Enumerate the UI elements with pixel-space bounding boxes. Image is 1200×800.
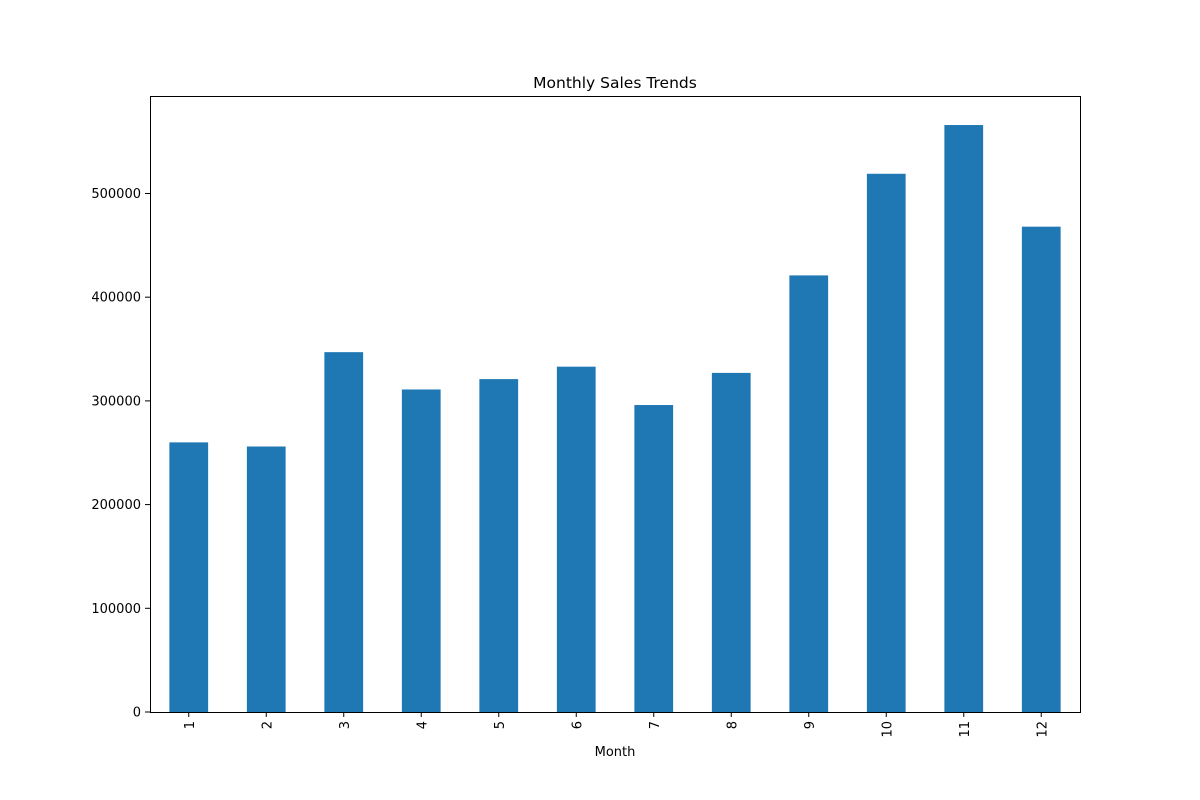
bar-month-8 [711, 372, 751, 712]
x-tick-label: 8 [725, 721, 740, 729]
bar-month-3 [324, 352, 364, 712]
x-tick-label: 1 [183, 721, 198, 729]
x-tick-label: 7 [648, 721, 663, 729]
x-tick-label: 6 [570, 721, 585, 729]
y-tick-label: 0 [133, 706, 141, 721]
bar-month-11 [944, 125, 984, 712]
bar-month-12 [1021, 226, 1061, 712]
x-tick-label: 3 [338, 721, 353, 729]
bar-month-2 [246, 446, 286, 712]
plot-frame [150, 96, 1081, 713]
x-tick-label: 12 [1035, 721, 1050, 738]
y-tick-label: 500000 [91, 187, 141, 202]
x-axis: 1 2 3 4 5 6 7 8 9 10 11 12 [183, 712, 1050, 738]
bar-month-9 [789, 275, 829, 712]
x-tick-label: 2 [260, 721, 275, 729]
x-tick-label: 5 [493, 721, 508, 729]
x-tick-label: 9 [803, 721, 818, 729]
bar-month-1 [169, 442, 209, 712]
bar-month-10 [866, 173, 906, 712]
y-tick-label: 400000 [91, 291, 141, 306]
bar-month-6 [556, 366, 596, 712]
x-tick-label: 10 [880, 721, 895, 738]
bar-month-7 [634, 405, 674, 712]
x-tick-label: 11 [958, 721, 973, 738]
bar-month-4 [401, 389, 441, 712]
y-tick-label: 200000 [91, 498, 141, 513]
y-tick-label: 100000 [91, 602, 141, 617]
y-tick-label: 300000 [91, 394, 141, 409]
bars-group [169, 125, 1061, 712]
x-axis-label: Month [595, 745, 636, 760]
x-tick-label: 4 [415, 721, 430, 729]
chart-title: Monthly Sales Trends [533, 74, 697, 92]
y-axis: 0 100000 200000 300000 400000 500000 [91, 187, 150, 721]
bar-month-5 [479, 379, 519, 712]
